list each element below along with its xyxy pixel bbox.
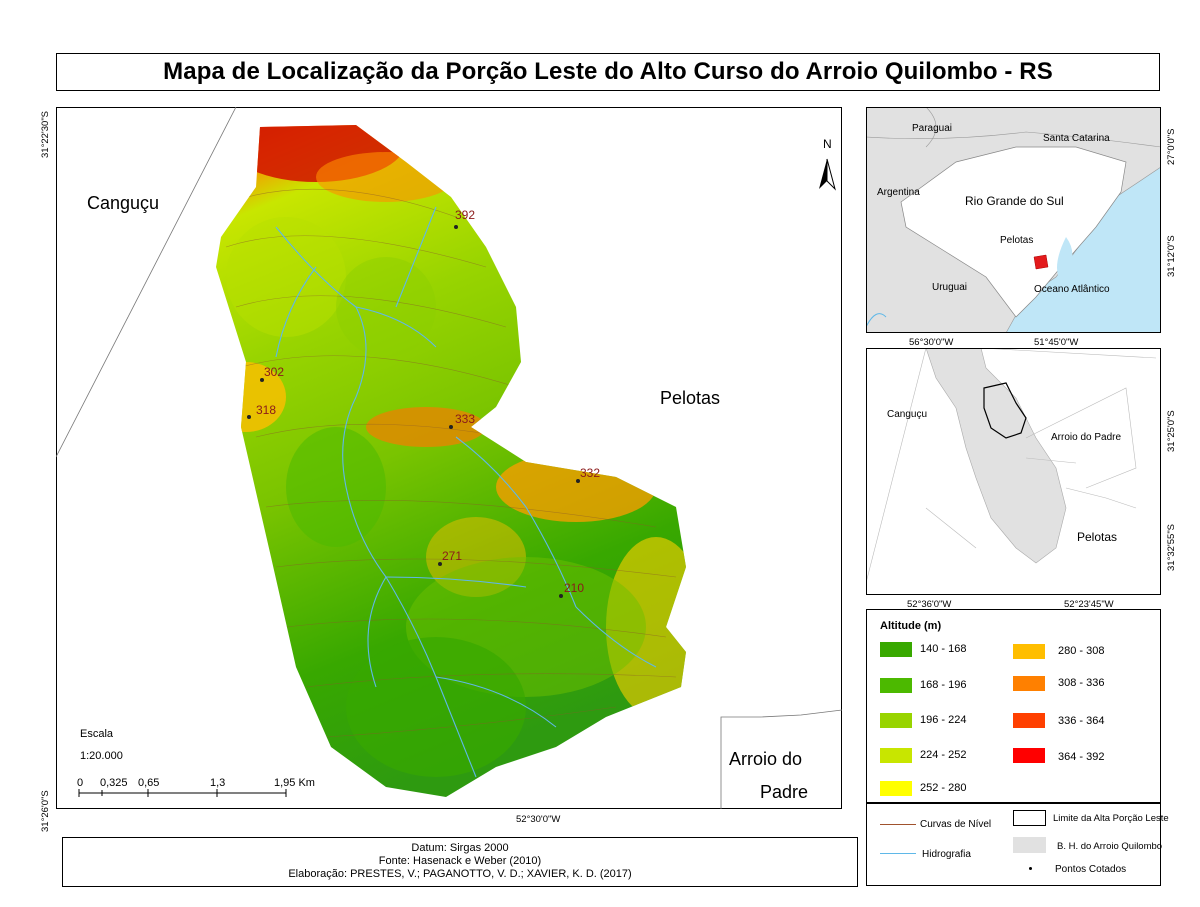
scale-tick-label: 0,325 [100, 777, 128, 789]
boundary-line-west [56, 107, 237, 458]
legend-swatch [880, 748, 912, 763]
state-lat-bottom: 31°12'0"S [1166, 235, 1177, 277]
bacia-swatch [1013, 837, 1046, 853]
boundary-line-southeast [720, 709, 842, 809]
map-title: Mapa de Localização da Porção Leste do A… [163, 58, 1053, 85]
state-lat-top: 27°0'0"S [1166, 128, 1177, 165]
limite-swatch [1013, 810, 1046, 826]
inset-label-rs: Rio Grande do Sul [965, 194, 1064, 208]
study-area-outline [983, 382, 1027, 439]
spot-height-points [247, 225, 580, 598]
legend-swatch [1013, 748, 1045, 763]
inset-label-pelotas: Pelotas [1000, 235, 1034, 246]
north-arrow-icon [819, 158, 836, 191]
spot-height-label: 333 [455, 412, 476, 426]
legend-label: 140 - 168 [920, 643, 967, 655]
scale-tick-label: 0,65 [138, 777, 160, 789]
north-label: N [823, 137, 832, 151]
scale-tick-label: 1,3 [210, 777, 226, 789]
legend-label: 224 - 252 [920, 749, 967, 761]
inset-label-oceano: Oceano Atlântico [1034, 284, 1110, 295]
inset-basin-frame: Canguçu Arroio do Padre Pelotas [866, 348, 1161, 595]
spot-height-label: 302 [264, 365, 285, 379]
main-lat-bottom: 31°26'0"S [40, 790, 51, 832]
legend-label: 168 - 196 [920, 679, 967, 691]
scale-bar [78, 789, 287, 797]
basin-lat-top: 31°25'0"S [1166, 410, 1177, 452]
legend-swatch [1013, 644, 1045, 659]
curvas-swatch [880, 824, 916, 825]
basin-label-pelotas: Pelotas [1077, 530, 1118, 544]
inset-label-argentina: Argentina [877, 187, 920, 198]
basin-lon-left: 52°36'0"W [907, 599, 952, 610]
inset-state-frame: Paraguai Santa Catarina Argentina Rio Gr… [866, 107, 1161, 333]
bacia-label: B. H. do Arroio Quilombo [1057, 841, 1163, 852]
map-title-frame: Mapa de Localização da Porção Leste do A… [56, 53, 1160, 91]
legend-swatch [880, 678, 912, 693]
scale-tick-label: 0 [77, 777, 84, 789]
legend-label: 280 - 308 [1058, 645, 1105, 657]
inset-label-santa-catarina: Santa Catarina [1043, 133, 1110, 144]
limite-label: Limite da Alta Porção Leste [1053, 813, 1169, 824]
inset-basin-svg [867, 349, 1157, 581]
label-cangucu: Canguçu [87, 193, 160, 213]
label-arroio-line1: Arroio do [729, 749, 803, 769]
credits-datum: Datum: Sirgas 2000 [411, 842, 509, 854]
legend-label: 308 - 336 [1058, 677, 1105, 689]
legend-swatch [1013, 676, 1045, 691]
basin-label-arroio: Arroio do Padre [1051, 432, 1122, 443]
spot-height-label: 332 [580, 466, 601, 480]
altitude-legend-title: Altitude (m) [880, 620, 942, 632]
inset-state-svg [867, 108, 1160, 332]
label-arroio-line2: Padre [760, 782, 809, 802]
pontos-label: Pontos Cotados [1055, 864, 1127, 875]
main-lon-bottom: 52°30'0"W [516, 814, 561, 825]
credits-box: Datum: Sirgas 2000 Fonte: Hasenack e Web… [62, 837, 858, 887]
study-area-marker [1033, 254, 1049, 270]
pontos-swatch [1029, 867, 1032, 870]
spot-height-label: 210 [564, 581, 585, 595]
spot-height-label: 392 [455, 208, 476, 222]
legend-swatch [880, 642, 912, 657]
hydro-label: Hidrografia [922, 849, 971, 860]
curvas-label: Curvas de Nível [920, 819, 992, 830]
label-pelotas: Pelotas [660, 388, 721, 408]
main-lat-top: 31°22'30"S [40, 110, 51, 158]
legend-swatch [1013, 713, 1045, 728]
basin-label-cangucu: Canguçu [887, 409, 928, 420]
legend-label: 252 - 280 [920, 782, 967, 794]
basin-lon-right: 52°23'45"W [1064, 599, 1114, 610]
credits-source: Fonte: Hasenack e Weber (2010) [378, 855, 542, 867]
line-legend: Curvas de Nível Hidrografia Limite da Al… [866, 803, 1169, 886]
spot-height-label: 271 [442, 549, 463, 563]
altitude-legend: Altitude (m) 140 - 168 168 - 196 196 - 2… [866, 609, 1161, 803]
legend-swatch [880, 713, 912, 728]
state-lon-left: 56°30'0"W [909, 337, 954, 348]
legend-label: 364 - 392 [1058, 751, 1105, 763]
legend-label: 196 - 224 [920, 714, 967, 726]
scale-ratio: 1:20.000 [80, 750, 123, 762]
state-lon-right: 51°45'0"W [1034, 337, 1079, 348]
inset-label-paraguai: Paraguai [912, 123, 953, 134]
basin-lat-bottom: 31°32'55"S [1166, 523, 1177, 571]
legend-swatch [880, 781, 912, 796]
credits-authors: Elaboração: PRESTES, V.; PAGANOTTO, V. D… [288, 868, 632, 880]
scale-title: Escala [80, 728, 114, 740]
main-map-frame: Canguçu Pelotas Arroio do Padre N 392 30… [56, 107, 842, 809]
legend-label: 336 - 364 [1058, 715, 1105, 727]
main-map-svg [56, 107, 842, 809]
spot-height-label: 318 [256, 403, 277, 417]
inset-label-uruguai: Uruguai [932, 282, 968, 293]
scale-tick-label: 1,95 Km [274, 777, 315, 789]
hydro-swatch [880, 853, 916, 854]
